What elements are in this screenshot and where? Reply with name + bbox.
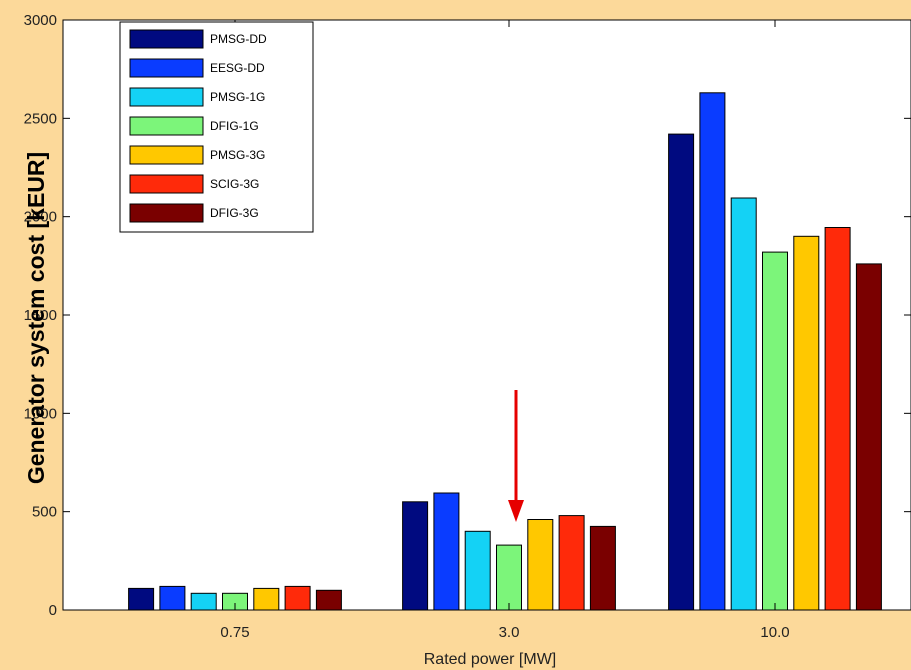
x-tick-label: 10.0: [760, 624, 789, 641]
bar-eesg-dd-10.0: [699, 92, 726, 611]
y-tick-label: 2000: [24, 209, 57, 226]
x-axis-label: Rated power [MW]: [424, 651, 556, 668]
legend-swatch: [129, 203, 204, 223]
bar-pmsg-dd-10.0: [668, 133, 695, 611]
bar-eesg-dd-3.0: [433, 492, 460, 611]
bars-group: [128, 92, 882, 611]
bar-pmsg-1g-0.75: [190, 592, 217, 611]
bar-dfig-1g-3.0: [496, 544, 522, 611]
y-axis-ticks: 0 500 1000 1500 2000 2500 3000: [24, 12, 911, 619]
bar-scig-3g-0.75: [284, 585, 311, 611]
x-axis-ticks: 0.75 3.0 10.0: [220, 20, 790, 641]
y-tick-label: 1500: [24, 307, 57, 324]
bar-pmsg-3g-10.0: [793, 235, 820, 611]
bar-eesg-dd-0.75: [159, 585, 186, 611]
bar-dfig-3g-3.0: [589, 525, 616, 611]
bar-pmsg-3g-0.75: [253, 587, 280, 611]
legend-label: SCIG-3G: [210, 177, 259, 191]
bar-pmsg-1g-10.0: [730, 197, 757, 611]
y-tick-label: 500: [32, 504, 57, 521]
legend-swatch: [129, 116, 204, 136]
bar-scig-3g-10.0: [824, 227, 851, 611]
legend-swatch: [129, 58, 204, 78]
y-tick-label: 3000: [24, 12, 57, 29]
legend-swatch: [129, 29, 204, 49]
legend-swatch: [129, 145, 204, 165]
bar-pmsg-1g-3.0: [464, 530, 491, 611]
y-tick-label: 1000: [24, 405, 57, 422]
bar-pmsg-dd-0.75: [128, 587, 155, 611]
legend-label: PMSG-1G: [210, 90, 265, 104]
bar-pmsg-dd-3.0: [402, 501, 429, 611]
arrow-head: [508, 500, 524, 522]
bar-scig-3g-3.0: [558, 515, 585, 611]
legend-swatch: [129, 174, 204, 194]
legend-label: PMSG-3G: [210, 148, 265, 162]
x-tick-label: 3.0: [499, 624, 520, 641]
y-tick-label: 2500: [24, 110, 57, 127]
arrow-annotation: [508, 390, 524, 522]
legend-label: PMSG-DD: [210, 32, 267, 46]
legend-label: EESG-DD: [210, 61, 265, 75]
legend-label: DFIG-3G: [210, 206, 259, 220]
x-tick-label: 0.75: [220, 624, 249, 641]
legend-label: DFIG-1G: [210, 119, 259, 133]
bar-pmsg-3g-3.0: [527, 519, 554, 611]
y-tick-label: 0: [49, 602, 57, 619]
y-axis-label: Generator system cost [kEUR]: [23, 152, 49, 484]
bar-dfig-3g-0.75: [315, 589, 342, 611]
legend: PMSG-DD EESG-DD PMSG-1G DFIG-1G PMSG-3G SCIG-…: [119, 21, 314, 233]
legend-swatch: [129, 87, 204, 107]
bar-dfig-1g-10.0: [762, 251, 788, 611]
bar-dfig-3g-10.0: [855, 263, 882, 611]
